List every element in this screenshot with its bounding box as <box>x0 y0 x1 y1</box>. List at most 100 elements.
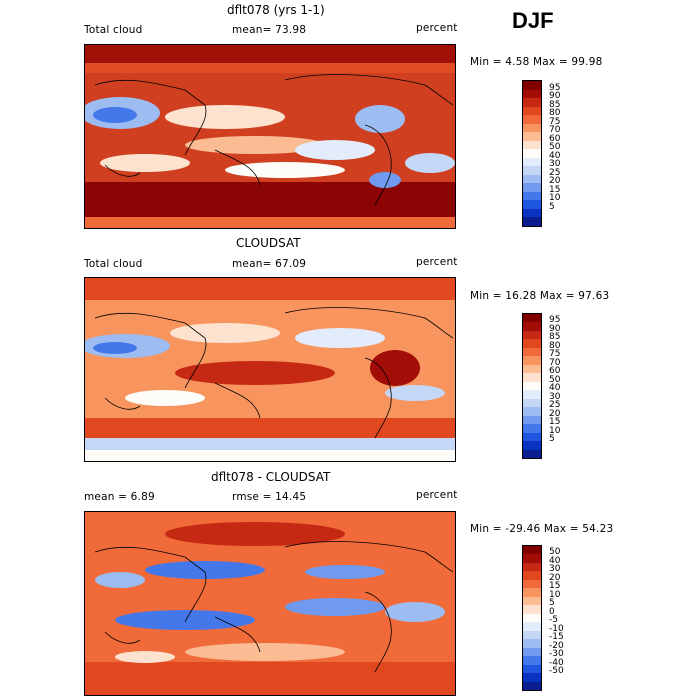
colorbar-tick-label: -50 <box>549 666 564 677</box>
units-label: percent <box>416 256 458 268</box>
colorbar-tick-label: 10 <box>549 425 561 436</box>
colorbar-segment <box>523 200 541 209</box>
colorbar-segment <box>523 630 541 640</box>
colorbar-tick-label: 15 <box>549 184 561 195</box>
rmse-label: rmse = 14.45 <box>232 491 307 503</box>
colorbar-segment <box>523 441 541 450</box>
colorbar-tick-label: -40 <box>549 657 564 668</box>
colorbar-tick-label: 75 <box>549 349 561 360</box>
colorbar-segment <box>523 314 541 323</box>
colorbar-tick-label: 90 <box>549 91 561 102</box>
colorbar-segment <box>523 588 541 597</box>
colorbar-tick-label: 30 <box>549 564 561 575</box>
colorbar-segment <box>523 115 541 124</box>
colorbar-tick-label: 40 <box>549 555 561 566</box>
colorbar-segment <box>523 562 541 572</box>
colorbar-segment <box>523 415 541 425</box>
colorbar-tick-label: 5 <box>549 201 555 212</box>
colorbar-tick-label: 30 <box>549 159 561 170</box>
colorbar-segment <box>523 622 541 631</box>
colorbar-tick-label: 15 <box>549 417 561 428</box>
colorbar-segment <box>523 330 541 340</box>
colorbar-tick-label: 85 <box>549 99 561 110</box>
colorbar-segment <box>523 339 541 348</box>
cloud-map-difference <box>84 511 456 696</box>
colorbar-segment <box>523 347 541 357</box>
colorbar-segment <box>523 449 541 458</box>
colorbar-segment <box>523 166 541 175</box>
units-label: percent <box>416 22 458 34</box>
colorbar-tick-label: 20 <box>549 408 561 419</box>
variable-label: Total cloud <box>84 258 143 270</box>
colorbar-segment <box>523 132 541 141</box>
colorbar-tick-label: 20 <box>549 572 561 583</box>
colorbar-segment <box>523 579 541 589</box>
colorbar-segment <box>523 656 541 665</box>
colorbar-tick-label: -5 <box>549 615 558 626</box>
colorbar-segment <box>523 123 541 133</box>
season-label: DJF <box>512 8 554 33</box>
colorbar-tick-label: 10 <box>549 589 561 600</box>
colorbar-segment <box>523 89 541 99</box>
mean-label: mean = 6.89 <box>84 491 155 503</box>
colorbar-segment <box>523 183 541 192</box>
colorbar-tick-label: 5 <box>549 434 555 445</box>
colorbar-segment <box>523 613 541 623</box>
colorbar-segment <box>523 140 541 150</box>
colorbar <box>522 80 542 227</box>
colorbar-tick-label: 25 <box>549 400 561 411</box>
colorbar <box>522 313 542 459</box>
colorbar-tick-label: -30 <box>549 649 564 660</box>
min-max-label: Min = -29.46 Max = 54.23 <box>470 523 614 535</box>
colorbar-segment <box>523 106 541 116</box>
variable-label: Total cloud <box>84 24 143 36</box>
colorbar-segment <box>523 322 541 331</box>
colorbar-segment <box>523 356 541 365</box>
colorbar-tick-label: 70 <box>549 357 561 368</box>
colorbar-segment <box>523 364 541 374</box>
colorbar-tick-label: -20 <box>549 640 564 651</box>
panel-title: CLOUDSAT <box>236 236 301 250</box>
colorbar-segment <box>523 217 541 226</box>
colorbar-tick-label: 0 <box>549 606 555 617</box>
colorbar <box>522 545 542 691</box>
colorbar-tick-label: -15 <box>549 632 564 643</box>
panel-title: dflt078 - CLOUDSAT <box>211 470 331 484</box>
min-max-label: Min = 4.58 Max = 99.98 <box>470 56 603 68</box>
colorbar-segment <box>523 81 541 90</box>
colorbar-tick-label: 25 <box>549 167 561 178</box>
colorbar-segment <box>523 191 541 201</box>
colorbar-segment <box>523 157 541 167</box>
colorbar-segment <box>523 554 541 563</box>
colorbar-tick-label: 75 <box>549 116 561 127</box>
colorbar-segment <box>523 605 541 614</box>
colorbar-tick-label: 60 <box>549 366 561 377</box>
colorbar-tick-label: 85 <box>549 332 561 343</box>
colorbar-tick-label: 95 <box>549 315 561 326</box>
colorbar-tick-label: 20 <box>549 176 561 187</box>
panel-title: dflt078 (yrs 1-1) <box>227 3 325 17</box>
colorbar-segment <box>523 546 541 555</box>
colorbar-segment <box>523 664 541 674</box>
colorbar-tick-label: 10 <box>549 193 561 204</box>
colorbar-tick-label: 80 <box>549 340 561 351</box>
colorbar-segment <box>523 208 541 218</box>
colorbar-tick-label: 5 <box>549 598 555 609</box>
colorbar-tick-label: -10 <box>549 623 564 634</box>
units-label: percent <box>416 489 458 501</box>
colorbar-segment <box>523 673 541 682</box>
colorbar-tick-label: 60 <box>549 133 561 144</box>
mean-label: mean= 73.98 <box>232 24 307 36</box>
colorbar-tick-label: 50 <box>549 142 561 153</box>
colorbar-tick-label: 70 <box>549 125 561 136</box>
cloud-map-model <box>84 44 456 229</box>
colorbar-segment <box>523 373 541 382</box>
colorbar-segment <box>523 596 541 606</box>
colorbar-tick-label: 50 <box>549 547 561 558</box>
colorbar-segment <box>523 381 541 391</box>
colorbar-segment <box>523 398 541 408</box>
min-max-label: Min = 16.28 Max = 97.63 <box>470 290 610 302</box>
colorbar-segment <box>523 98 541 107</box>
colorbar-segment <box>523 407 541 416</box>
colorbar-segment <box>523 390 541 399</box>
